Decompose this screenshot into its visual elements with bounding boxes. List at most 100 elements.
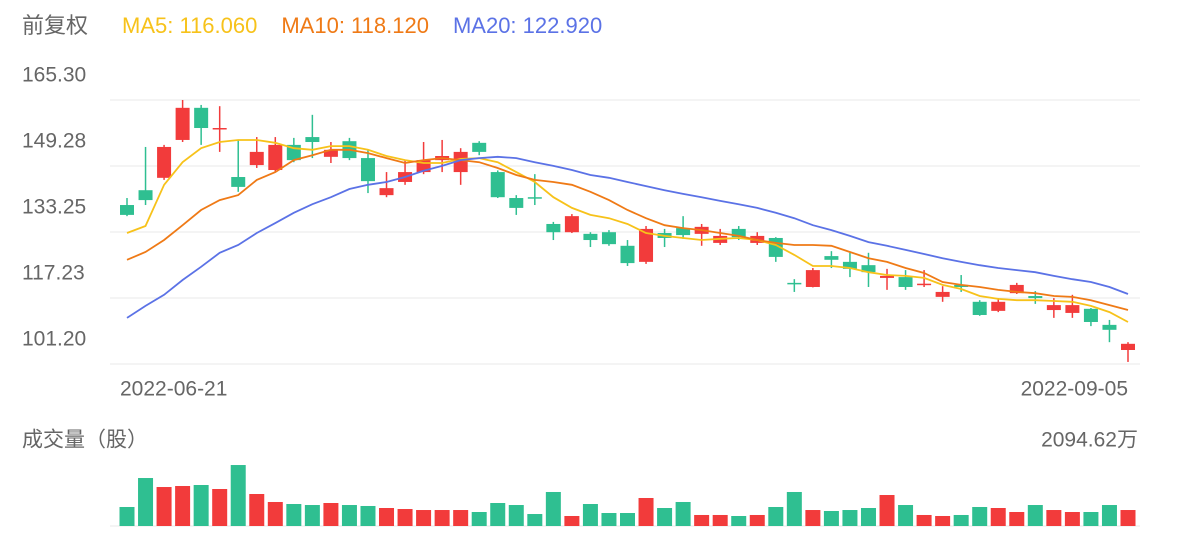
y-tick-label: 117.23 <box>22 262 85 285</box>
volume-bar <box>545 491 561 526</box>
candle-body <box>379 188 394 196</box>
volume-bar <box>193 485 209 526</box>
volume-bar <box>916 514 932 526</box>
volume-bar <box>990 508 1006 526</box>
volume-bar <box>620 513 635 526</box>
ma-line <box>126 155 1129 319</box>
candle-body <box>360 158 375 182</box>
volume-bar <box>694 514 710 526</box>
candle-body <box>490 172 505 198</box>
volume-bar <box>712 514 728 526</box>
candle-body <box>323 149 338 157</box>
volume-bar <box>119 506 135 526</box>
volume-bar <box>323 503 339 526</box>
candle-body <box>880 275 895 278</box>
volume-bar <box>175 486 191 526</box>
candle-body <box>861 265 876 273</box>
legend-entry: MA20: 122.920 <box>453 13 602 38</box>
volume-bar <box>582 504 598 526</box>
candle-body <box>972 301 987 315</box>
volume-bar <box>953 514 969 526</box>
ma-line <box>126 139 1129 323</box>
candle-body <box>175 107 190 140</box>
volume-bar <box>341 505 357 526</box>
candle-body <box>1028 296 1043 299</box>
candle-body <box>954 284 969 287</box>
candle-body <box>472 142 487 152</box>
candle-body <box>138 190 153 201</box>
y-tick-label: 165.30 <box>22 64 86 87</box>
volume-bar <box>1009 511 1025 526</box>
price-title: 前复权 <box>22 13 88 38</box>
volume-bar <box>657 508 673 526</box>
candle-body <box>564 216 579 233</box>
volume-bar <box>935 515 951 526</box>
y-tick-label: 133.25 <box>22 196 86 219</box>
candle-body <box>268 144 283 171</box>
volume-bar <box>156 487 172 526</box>
volume-max-label: 2094.62万 <box>1041 429 1138 452</box>
candle-body <box>676 228 691 236</box>
volume-bar <box>898 505 914 526</box>
volume-bar <box>304 505 320 526</box>
legend-entry: MA5: 116.060 <box>122 13 257 38</box>
volume-bar <box>638 497 654 526</box>
volume-bar <box>1120 510 1136 526</box>
volume-bar <box>527 514 543 526</box>
candle-body <box>453 151 468 173</box>
volume-bar <box>972 506 988 526</box>
volume-bar <box>601 513 617 526</box>
candle-body <box>546 223 561 233</box>
candle-body <box>212 128 227 130</box>
volume-bar <box>675 501 691 526</box>
candle-body <box>917 283 932 286</box>
volume-bar <box>508 505 524 526</box>
candle-body <box>157 146 172 178</box>
volume-bar <box>490 503 506 526</box>
candle-body <box>805 270 820 287</box>
volume-bar <box>267 501 283 526</box>
volume-bar <box>471 511 487 526</box>
volume-bar <box>823 510 839 526</box>
candle-body <box>991 301 1006 311</box>
candle-body <box>527 197 542 199</box>
candle-body <box>1046 305 1061 311</box>
volume-bar <box>1064 511 1080 526</box>
volume-bar <box>1027 505 1043 526</box>
volume-bar <box>749 514 765 526</box>
volume-bar <box>230 465 246 526</box>
volume-bar <box>1046 510 1062 526</box>
volume-bar <box>731 515 747 526</box>
volume-bar <box>434 510 450 526</box>
candle-body <box>1102 324 1117 330</box>
volume-title: 成交量（股） <box>22 429 148 452</box>
volume-bar <box>416 510 432 526</box>
volume-bar <box>1083 511 1099 526</box>
candle-body <box>620 245 635 264</box>
candle-body <box>787 282 802 285</box>
candle-body <box>305 137 320 143</box>
candle-body <box>1065 305 1080 313</box>
candle-body <box>249 151 264 166</box>
volume-bar <box>768 506 784 526</box>
legend-entry: MA10: 118.120 <box>281 13 429 38</box>
candle-body <box>120 205 134 215</box>
candle-body <box>509 198 524 208</box>
volume-bar <box>212 489 228 526</box>
volume-bar <box>564 515 580 526</box>
volume-bar <box>360 505 376 526</box>
volume-bar <box>286 504 302 526</box>
candle-body <box>583 233 598 241</box>
candle-body <box>842 261 857 269</box>
candle-body <box>935 291 950 297</box>
volume-bar <box>860 508 876 526</box>
candle-body <box>898 277 913 287</box>
x-tick-label: 2022-06-21 <box>120 378 227 401</box>
candle-body <box>824 256 839 260</box>
volume-bar <box>379 508 395 526</box>
volume-bar <box>397 509 413 526</box>
candle-body <box>231 177 246 187</box>
candle-body <box>639 228 654 262</box>
y-tick-label: 101.20 <box>22 328 86 351</box>
